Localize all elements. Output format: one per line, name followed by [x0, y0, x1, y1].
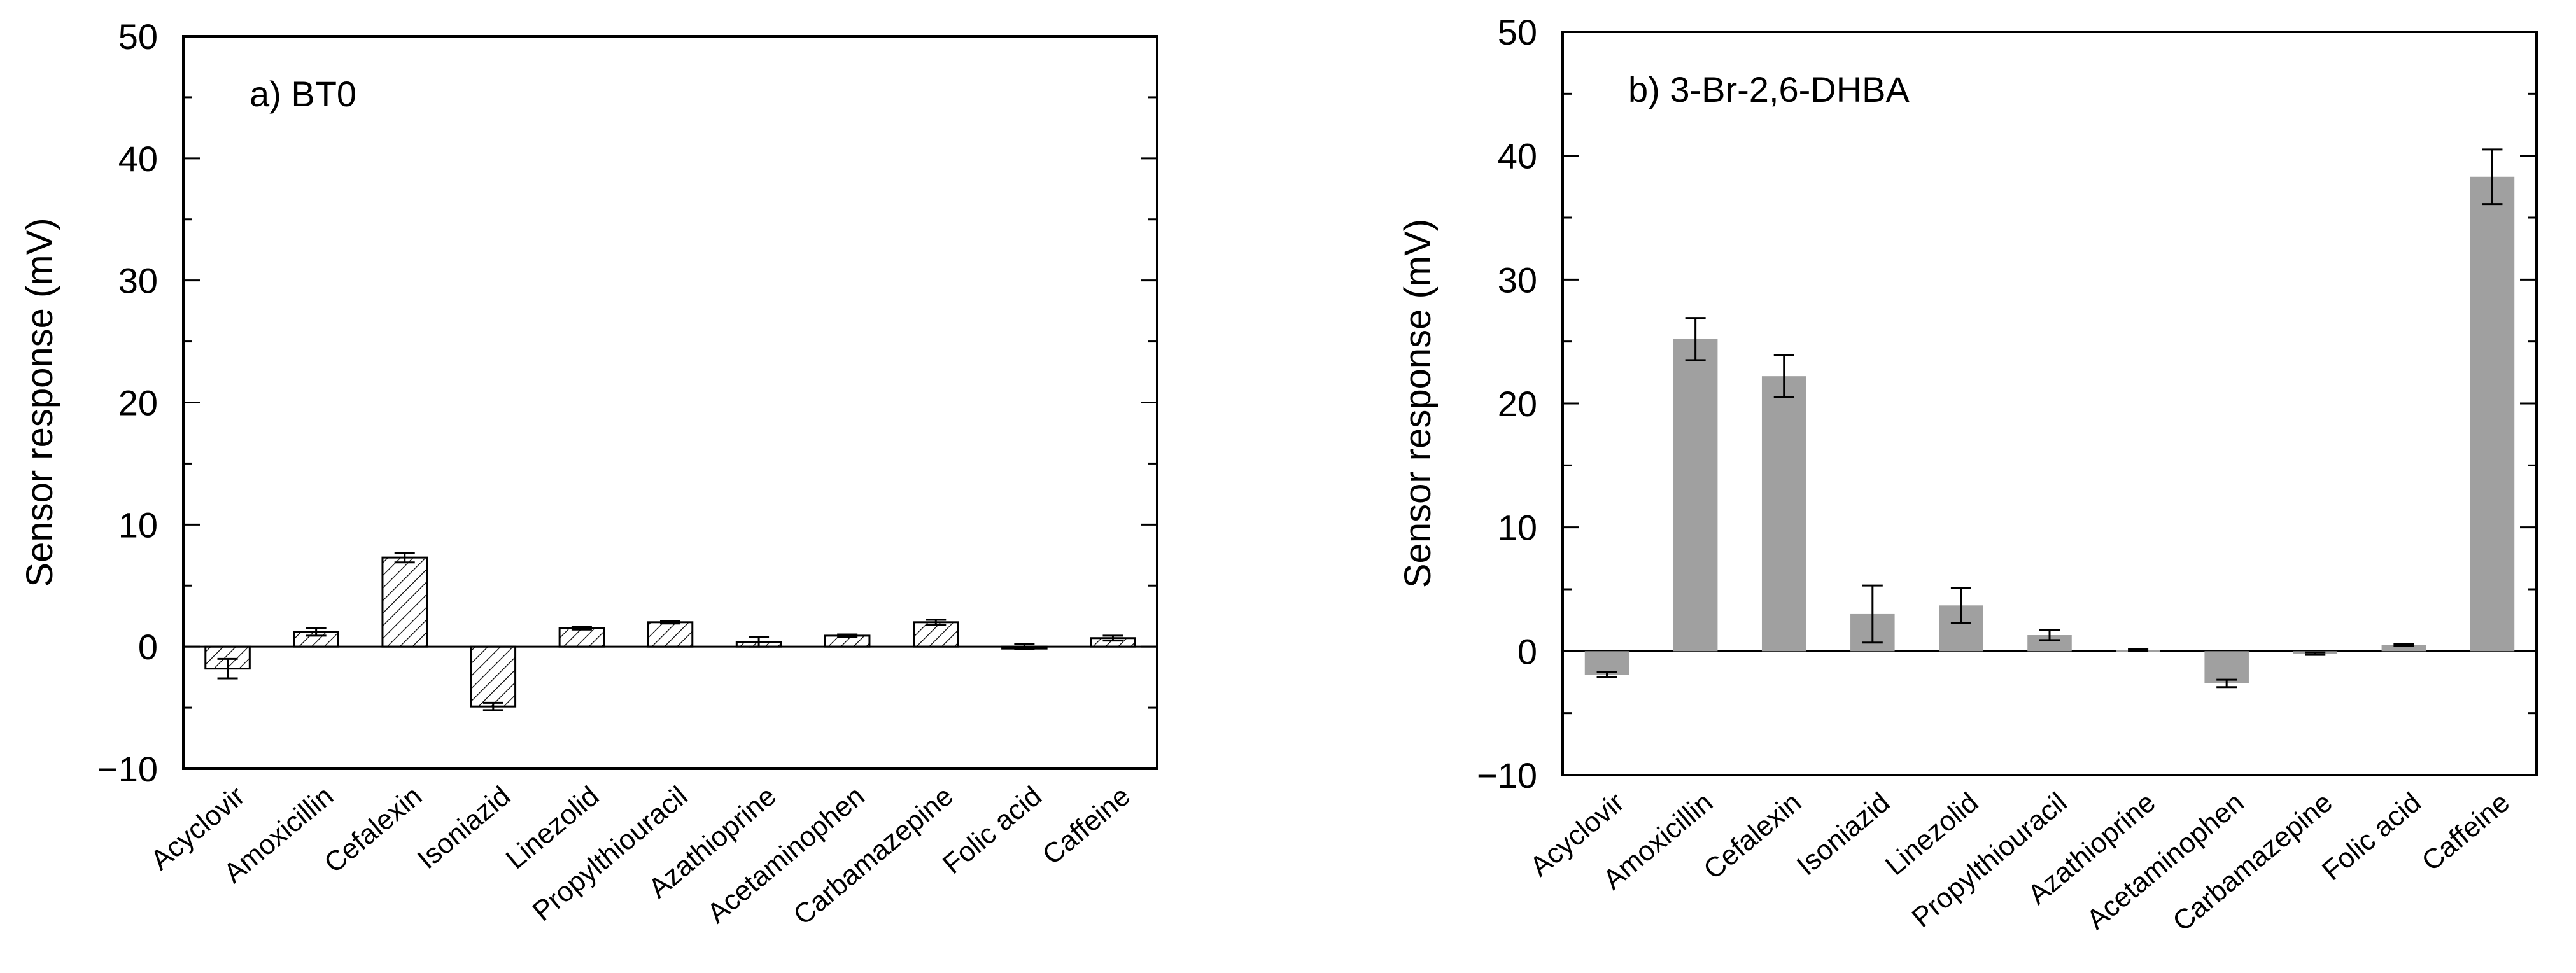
bar-cefalexin: [381, 556, 428, 648]
x-tick-label: Propylthiouracil: [1906, 787, 2073, 934]
chart-panel-a: −1001020304050AcyclovirAmoxicillinCefale…: [19, 17, 1158, 931]
bar-acyclovir: [1584, 651, 1629, 675]
x-tick-label: Folic acid: [937, 780, 1048, 880]
chart-panel-b: −1001020304050AcyclovirAmoxicillinCefale…: [1397, 12, 2538, 937]
y-tick-label: 10: [118, 505, 158, 545]
bar-cefalexin: [1761, 376, 1806, 652]
x-tick-label: Isoniazid: [1791, 787, 1896, 881]
x-tick-label: Cefalexin: [318, 780, 428, 879]
x-tick-label: Carbamazepine: [787, 780, 959, 931]
bar-carbamazepine: [913, 621, 959, 648]
bar-propylthiouracil: [647, 621, 694, 648]
x-tick-label: Caffeine: [1036, 780, 1136, 871]
y-tick-label: 20: [1498, 384, 1537, 424]
x-tick-label: Acetaminophen: [701, 780, 871, 929]
y-tick-label: −10: [97, 749, 158, 789]
y-tick-label: 30: [118, 261, 158, 301]
x-tick-label: Acetaminophen: [2081, 787, 2250, 935]
x-tick-label: Isoniazid: [412, 780, 517, 875]
x-tick-label: Caffeine: [2416, 787, 2515, 877]
y-tick-label: −10: [1477, 755, 1537, 795]
bar-isoniazid: [470, 645, 517, 708]
y-tick-label: 50: [118, 17, 158, 57]
y-axis-title: Sensor response (mV): [1397, 219, 1439, 588]
panel-label: a) BT0: [250, 74, 356, 114]
bar-folic-acid: [2381, 645, 2426, 652]
x-tick-label: Folic acid: [2316, 787, 2427, 886]
y-tick-label: 20: [118, 383, 158, 423]
y-tick-label: 30: [1498, 260, 1537, 300]
panel-label: b) 3-Br-2,6-DHBA: [1628, 69, 1910, 109]
y-tick-label: 50: [1498, 12, 1537, 52]
bar-acetaminophen: [2204, 651, 2249, 683]
y-tick-label: 10: [1498, 508, 1537, 548]
y-axis-title: Sensor response (mV): [19, 218, 60, 587]
y-tick-label: 0: [1517, 631, 1537, 671]
x-tick-label: Cefalexin: [1698, 787, 1807, 885]
bar-linezolid: [558, 627, 605, 648]
bar-amoxicillin: [1673, 339, 1718, 652]
bar-caffeine: [2470, 176, 2515, 652]
x-tick-label: Propylthiouracil: [526, 780, 693, 927]
y-tick-label: 40: [1498, 136, 1537, 176]
y-tick-label: 40: [118, 139, 158, 179]
x-tick-label: Carbamazepine: [2167, 787, 2338, 937]
y-tick-label: 0: [138, 627, 158, 667]
plot-frame: [182, 35, 1158, 770]
